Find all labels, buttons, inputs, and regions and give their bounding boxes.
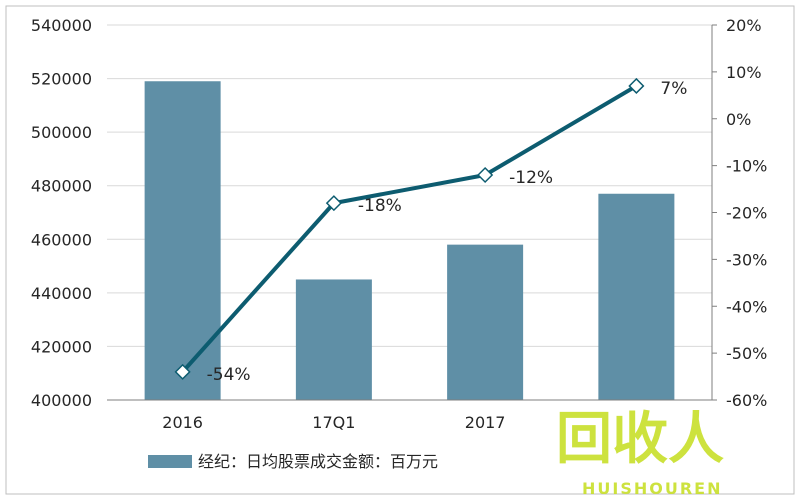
x-tick-label: 17Q1 <box>312 413 355 432</box>
line-point <box>325 195 342 212</box>
legend: 经纪：日均股票成交金额：百万元 <box>148 452 438 471</box>
y-right-tick-label: -20% <box>726 204 767 223</box>
bar <box>295 279 372 400</box>
y-right-tick-label: -50% <box>726 344 767 363</box>
y-left-tick-label: 460000 <box>31 230 92 249</box>
data-labels: -54% -18% -12% 7% <box>207 79 688 385</box>
line-point <box>174 363 191 380</box>
tick-labels: 400000 420000 440000 460000 480000 500000 5200… <box>31 16 767 432</box>
y-left-tick-label: 520000 <box>31 70 92 89</box>
chart-border <box>5 5 795 495</box>
line-path <box>181 84 638 374</box>
bar-series <box>144 81 675 400</box>
y-right-tick-label: -60% <box>726 391 767 410</box>
y-left-tick-label: 540000 <box>31 16 92 35</box>
data-label: -18% <box>358 196 402 216</box>
y-left-tick-label: 420000 <box>31 337 92 356</box>
axes <box>107 24 717 401</box>
y-right-tick-label: 10% <box>726 63 762 82</box>
watermark-text: 回收人 <box>556 407 724 472</box>
data-label: -12% <box>509 168 553 188</box>
y-left-tick-label: 500000 <box>31 123 92 142</box>
data-label: 7% <box>660 79 687 99</box>
y-left-tick-label: 400000 <box>31 391 92 410</box>
y-right-tick-label: 0% <box>726 110 751 129</box>
line-point <box>477 166 494 184</box>
y-right-tick-label: 20% <box>726 16 762 35</box>
x-tick-label: 2017 <box>465 413 506 432</box>
line-point <box>628 77 645 94</box>
line-series <box>174 77 645 380</box>
legend-label: 经纪：日均股票成交金额：百万元 <box>198 452 438 471</box>
y-right-tick-label: -30% <box>726 250 767 269</box>
x-tick-label: 2016 <box>162 413 203 432</box>
watermark-subtext: HUISHOUREN <box>582 479 722 498</box>
data-label: -54% <box>207 365 251 385</box>
legend-swatch <box>148 455 192 468</box>
bar <box>598 193 675 400</box>
y-left-tick-label: 440000 <box>31 284 92 303</box>
bar <box>144 81 221 400</box>
y-right-tick-label: -40% <box>726 297 767 316</box>
bar <box>447 244 524 400</box>
watermark-logo: 回收人 HUISHOUREN <box>556 407 724 498</box>
y-left-tick-label: 480000 <box>31 177 92 196</box>
y-right-tick-label: -10% <box>726 157 767 176</box>
